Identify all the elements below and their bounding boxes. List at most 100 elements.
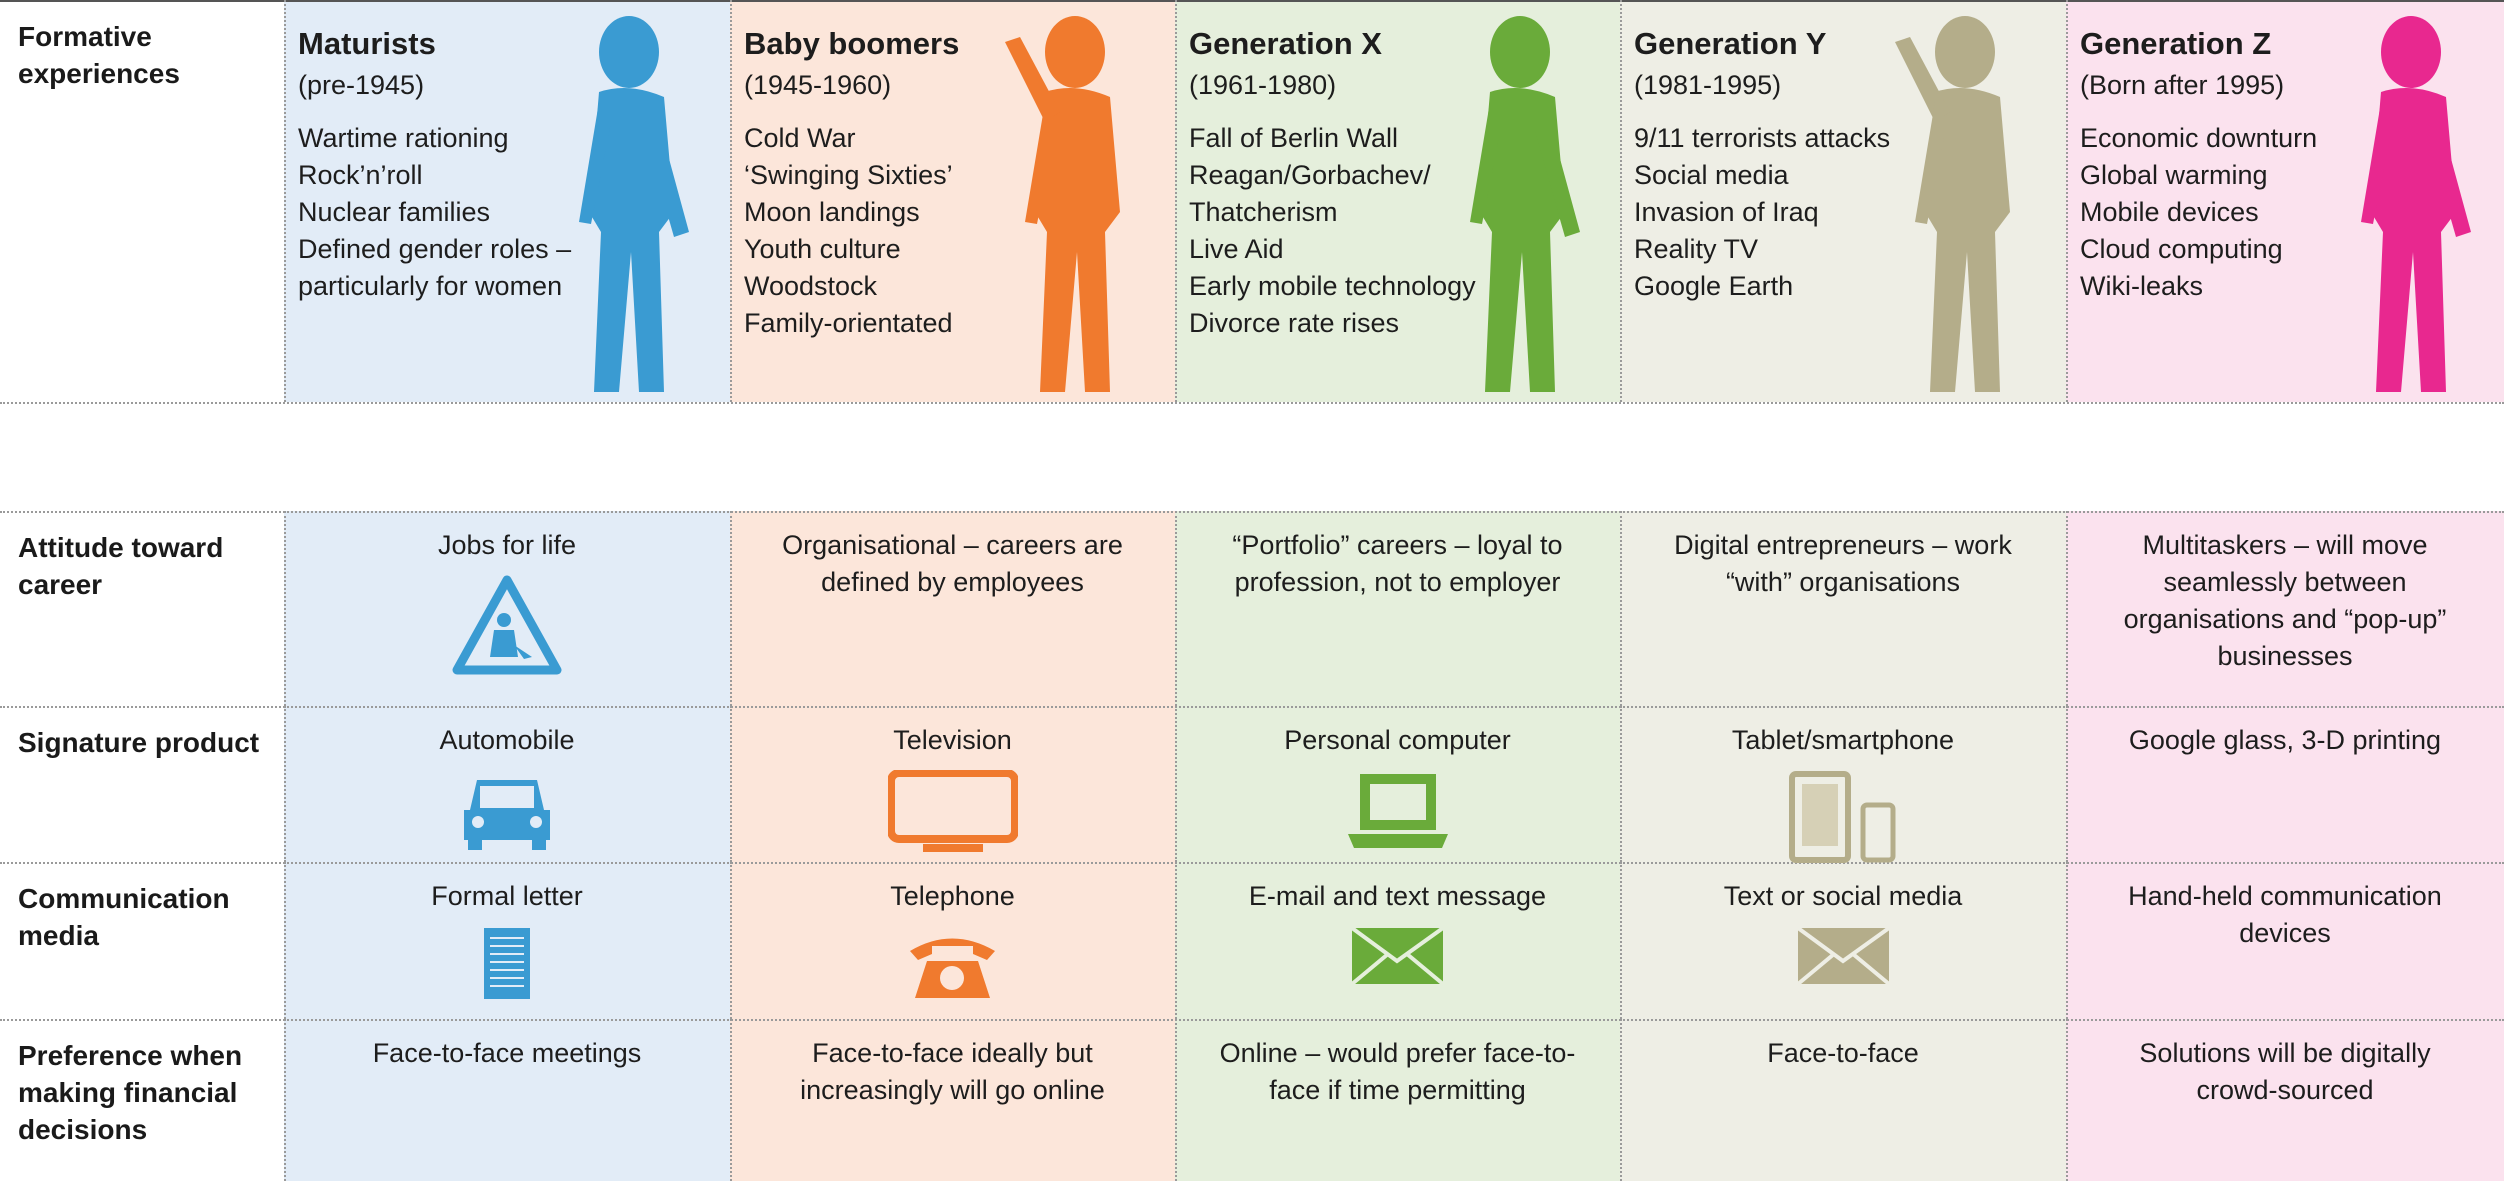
silhouette-wrap — [985, 2, 1175, 402]
column-divider — [730, 862, 732, 1019]
cell-text: Solutions will be digitally crowd-source… — [2139, 1038, 2431, 1105]
formative-item: Cold War — [744, 123, 856, 153]
cell-text: Online – would prefer face-to-face if ti… — [1219, 1038, 1576, 1105]
formative-item: Nuclear families — [298, 197, 491, 227]
cell-text: Organisational – careers are defined by … — [782, 530, 1123, 597]
icon — [1175, 770, 1620, 855]
row-divider — [0, 862, 2504, 864]
row-divider — [0, 402, 2504, 404]
icon — [284, 926, 730, 1006]
generation-years: (1945-1960) — [744, 70, 892, 100]
cell-text: Jobs for life — [437, 530, 577, 560]
formative-item: Rock’n’roll — [298, 160, 423, 190]
column-divider — [1620, 511, 1622, 706]
column-divider — [1175, 0, 1177, 402]
generation-name: Generation Z — [2080, 26, 2272, 61]
formative-item: Mobile devices — [2080, 197, 2259, 227]
formative-item: Google Earth — [1634, 271, 1794, 301]
silhouette-wrap — [539, 2, 729, 402]
silhouette — [2361, 16, 2471, 392]
cell-text: Automobile — [439, 725, 575, 755]
cell-text: Telephone — [890, 881, 1015, 911]
cell-text: Formal letter — [431, 881, 583, 911]
formative-item: Reagan/Gorbachev/ Thatcherism — [1189, 160, 1431, 227]
column-divider — [284, 0, 286, 402]
column-background — [1620, 706, 2066, 862]
icon — [1620, 770, 2066, 870]
icon — [1620, 926, 2066, 991]
cell-text: Multitaskers – will move seamlessly betw… — [2123, 530, 2447, 671]
column-background — [1175, 511, 1620, 706]
formative-list: 9/11 terrorists attacks Social media Invas… — [1634, 120, 1919, 305]
cell-text: Digital entrepreneurs – work “with” orga… — [1674, 530, 2012, 597]
formative-item: Wartime rationing — [298, 123, 509, 153]
cell-text: Hand-held communication devices — [2128, 881, 2442, 948]
formative-item: Divorce rate rises — [1189, 308, 1400, 338]
formative-item: Woodstock — [744, 271, 878, 301]
icon — [1175, 926, 1620, 991]
formative-list: Economic downturn Global warming Mobile de… — [2080, 120, 2365, 305]
column-divider — [730, 511, 732, 706]
column-divider — [284, 862, 286, 1019]
icon-graphic — [910, 938, 995, 998]
column-background — [2066, 862, 2504, 1019]
column-divider — [2066, 706, 2068, 862]
formative-item: Family-orientated — [744, 308, 953, 338]
column-background — [730, 1019, 1175, 1181]
formative-item: Fall of Berlin Wall — [1189, 123, 1399, 153]
column-divider — [1175, 706, 1177, 862]
silhouette-wrap — [1430, 2, 1620, 402]
column-background — [2066, 1019, 2504, 1181]
row-divider — [0, 1019, 2504, 1021]
formative-item: Reality TV — [1634, 234, 1759, 264]
column-divider — [1620, 0, 1622, 402]
column-divider — [730, 0, 732, 402]
generation-years: (pre-1945) — [298, 70, 425, 100]
icon-graphic — [1796, 926, 1890, 986]
column-divider — [2066, 1019, 2068, 1181]
icon — [730, 926, 1175, 1006]
cell-text: Face-to-face meetings — [372, 1038, 642, 1068]
column-divider — [1175, 862, 1177, 1019]
formative-item: Early mobile technology — [1189, 271, 1476, 301]
formative-list: Fall of Berlin Wall Reagan/Gorbachev/ Tha… — [1189, 120, 1489, 342]
column-divider — [1620, 706, 1622, 862]
icon-graphic — [464, 780, 550, 850]
icon-graphic — [1347, 774, 1448, 848]
generation-years: (1981-1995) — [1634, 70, 1782, 100]
formative-item: Economic downturn — [2080, 123, 2318, 153]
formative-item: ‘Swinging Sixties’ — [744, 160, 953, 190]
silhouette — [1005, 16, 1120, 392]
formative-item: Wiki-leaks — [2080, 271, 2204, 301]
column-divider — [284, 1019, 286, 1181]
icon-graphic — [452, 575, 562, 675]
column-divider — [730, 1019, 732, 1181]
column-divider — [1620, 1019, 1622, 1181]
column-background — [1620, 1019, 2066, 1181]
column-divider — [2066, 511, 2068, 706]
column-background — [730, 511, 1175, 706]
column-divider — [284, 511, 286, 706]
silhouette — [1470, 16, 1580, 392]
silhouette-wrap — [1875, 2, 2065, 402]
icon — [730, 769, 1175, 860]
icon-graphic — [484, 928, 530, 999]
formative-list: Wartime rationing Rock’n’roll Nuclear fami… — [298, 120, 583, 305]
formative-list: Cold War ‘Swinging Sixties’ Moon landings Y… — [744, 120, 1029, 342]
formative-item: Global warming — [2080, 160, 2268, 190]
cell-text: Google glass, 3-D printing — [2128, 725, 2442, 755]
column-divider — [2066, 0, 2068, 402]
column-background — [2066, 706, 2504, 862]
column-divider — [284, 706, 286, 862]
generation-name: Generation X — [1189, 26, 1382, 61]
row-label: Communication media — [18, 883, 230, 951]
row-label: Signature product — [18, 727, 260, 758]
column-divider — [1175, 511, 1177, 706]
column-divider — [1620, 862, 1622, 1019]
generation-years: (1961-1980) — [1189, 70, 1337, 100]
cell-text: E-mail and text message — [1248, 881, 1547, 911]
formative-item: Cloud computing — [2080, 234, 2283, 264]
formative-item: Invasion of Iraq — [1634, 197, 1819, 227]
